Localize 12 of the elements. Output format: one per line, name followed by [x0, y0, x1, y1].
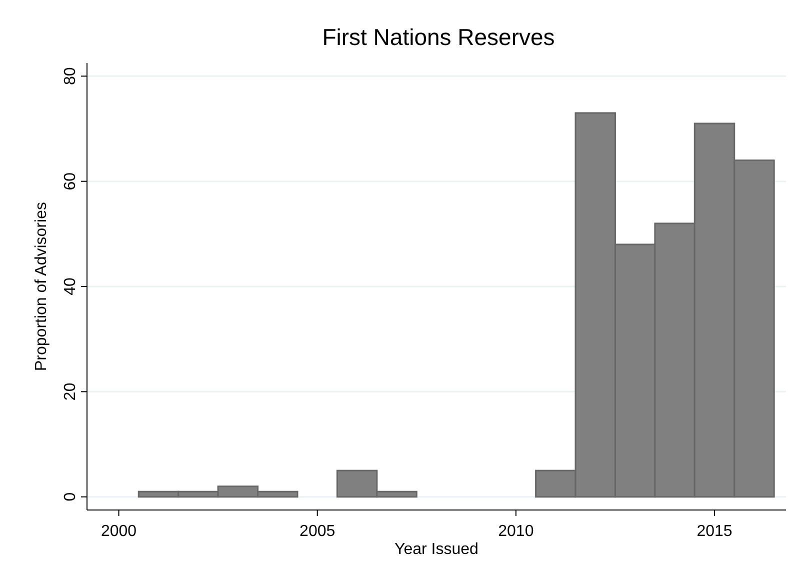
x-axis-title: Year Issued [394, 541, 478, 558]
x-tick-label: 2000 [100, 523, 137, 540]
y-tick-label: 0 [62, 492, 79, 502]
x-tick-label: 2005 [300, 523, 336, 540]
y-axis-title: Proportion of Advisories [33, 202, 50, 371]
x-tick-label: 2015 [696, 523, 732, 540]
y-tick-label: 80 [62, 67, 79, 86]
chart-title: First Nations Reserves [322, 24, 555, 50]
y-tick-label: 60 [62, 172, 79, 190]
x-tick-label: 2010 [498, 523, 534, 540]
y-tick-label: 40 [62, 278, 79, 296]
y-tick-label: 20 [62, 382, 79, 401]
